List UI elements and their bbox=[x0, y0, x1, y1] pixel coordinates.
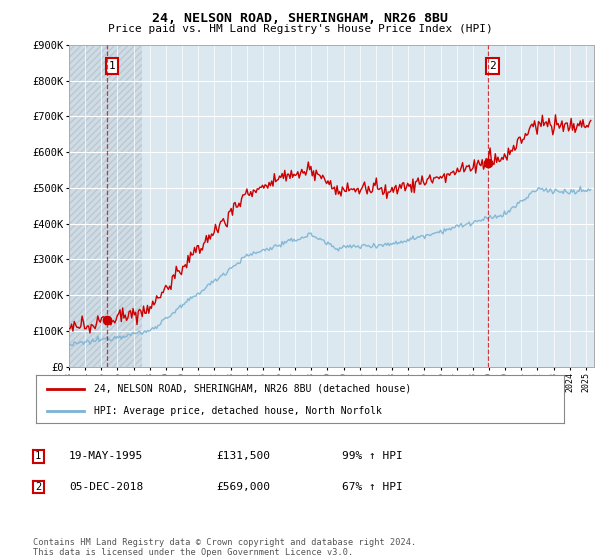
Text: HPI: Average price, detached house, North Norfolk: HPI: Average price, detached house, Nort… bbox=[94, 406, 382, 416]
Text: 67% ↑ HPI: 67% ↑ HPI bbox=[342, 482, 403, 492]
Text: 19-MAY-1995: 19-MAY-1995 bbox=[69, 451, 143, 461]
Text: Contains HM Land Registry data © Crown copyright and database right 2024.
This d: Contains HM Land Registry data © Crown c… bbox=[33, 538, 416, 557]
Text: 2: 2 bbox=[35, 482, 41, 492]
Text: 05-DEC-2018: 05-DEC-2018 bbox=[69, 482, 143, 492]
Text: 1: 1 bbox=[109, 61, 116, 71]
Text: 99% ↑ HPI: 99% ↑ HPI bbox=[342, 451, 403, 461]
Text: Price paid vs. HM Land Registry's House Price Index (HPI): Price paid vs. HM Land Registry's House … bbox=[107, 24, 493, 34]
Text: £131,500: £131,500 bbox=[216, 451, 270, 461]
Text: 24, NELSON ROAD, SHERINGHAM, NR26 8BU: 24, NELSON ROAD, SHERINGHAM, NR26 8BU bbox=[152, 12, 448, 25]
Text: £569,000: £569,000 bbox=[216, 482, 270, 492]
Text: 1: 1 bbox=[35, 451, 41, 461]
Text: 24, NELSON ROAD, SHERINGHAM, NR26 8BU (detached house): 24, NELSON ROAD, SHERINGHAM, NR26 8BU (d… bbox=[94, 384, 412, 394]
Text: 2: 2 bbox=[489, 61, 496, 71]
